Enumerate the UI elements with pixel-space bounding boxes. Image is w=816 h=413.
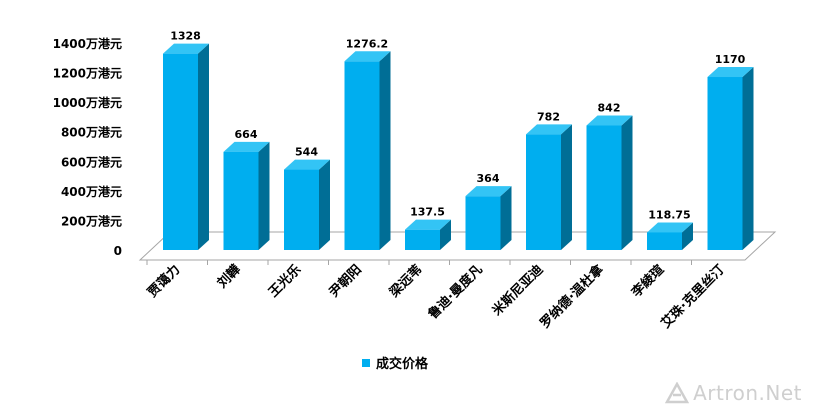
y-axis: 0 200万港元 400万港元 600万港元 800万港元 1000万港元 1200万港元 1… xyxy=(53,36,122,258)
bar-top xyxy=(647,222,693,233)
bar-side xyxy=(500,186,512,250)
legend: 成交价格 xyxy=(362,353,428,372)
bar-top xyxy=(465,186,512,197)
bar-top xyxy=(707,67,754,78)
x-tick-label: 王光乐 xyxy=(265,262,304,301)
artron-logo-icon xyxy=(665,382,690,404)
data-label: 782 xyxy=(537,110,560,123)
y-tick-label: 400万港元 xyxy=(61,184,122,199)
y-tick-label: 1400万港元 xyxy=(53,36,122,51)
bar-front xyxy=(465,196,501,250)
bar-front xyxy=(344,61,380,250)
bar-side xyxy=(319,159,330,250)
data-label: 364 xyxy=(477,172,500,185)
data-label: 137.5 xyxy=(410,206,445,219)
bar-front xyxy=(405,229,440,250)
y-tick-label: 800万港元 xyxy=(61,125,122,140)
bar xyxy=(465,186,512,250)
data-label: 1170 xyxy=(715,53,746,66)
bar-side xyxy=(561,124,572,250)
bar-side xyxy=(440,219,451,250)
bar-top xyxy=(526,124,572,135)
data-label: 1276.2 xyxy=(346,37,388,50)
y-tick-label: 0 xyxy=(114,244,122,258)
x-tick-label: 尹朝阳 xyxy=(326,262,365,301)
bar-front xyxy=(163,53,198,250)
bar xyxy=(284,159,330,250)
bar-front xyxy=(707,77,743,250)
bars: 1328 664 544 1276.2 137.5 364 782 842 118.75 1170 xyxy=(163,30,754,250)
x-tick-label: 贾蔼力 xyxy=(144,262,183,301)
bar-top xyxy=(284,159,330,170)
bar xyxy=(647,222,693,250)
bar-front xyxy=(526,134,561,250)
data-label: 544 xyxy=(295,146,318,159)
data-label: 118.75 xyxy=(648,208,690,221)
y-tick-label: 200万港元 xyxy=(61,213,122,228)
y-tick-label: 1200万港元 xyxy=(53,66,122,81)
watermark: Artron.Net xyxy=(665,381,802,405)
bar-top xyxy=(405,219,451,230)
bar-front xyxy=(647,232,682,250)
y-tick-label: 1000万港元 xyxy=(53,95,122,110)
bar xyxy=(526,124,572,250)
x-tick-label: 艾珠·克里丝汀 xyxy=(658,262,728,332)
bar xyxy=(223,141,270,250)
bar-top xyxy=(163,43,209,54)
y-tick-label: 600万港元 xyxy=(61,154,122,169)
bar-front xyxy=(586,125,622,250)
bar xyxy=(707,67,754,250)
bar xyxy=(344,51,391,250)
bar-top xyxy=(344,51,391,62)
x-tick-label: 罗纳德·温杜拿 xyxy=(537,261,608,332)
x-tick-label: 米斯尼亚迪 xyxy=(489,262,546,319)
watermark-text: Artron.Net xyxy=(693,381,802,405)
bar xyxy=(405,219,451,250)
bar xyxy=(586,115,633,250)
x-tick-label: 梁远苇 xyxy=(386,262,426,302)
data-label: 664 xyxy=(235,128,258,141)
legend-label: 成交价格 xyxy=(376,357,429,372)
bar-top xyxy=(586,115,633,126)
bar-side xyxy=(379,51,391,250)
bar-top xyxy=(223,141,270,152)
bar-side xyxy=(742,67,754,250)
bar-side xyxy=(682,222,693,250)
x-tick-label: 鲁迪·曼度凡 xyxy=(425,262,486,323)
bar-side xyxy=(621,115,633,250)
data-label: 1328 xyxy=(170,30,201,43)
bar-front xyxy=(223,151,259,250)
legend-swatch xyxy=(362,358,370,367)
x-tick-label: 刘韡 xyxy=(214,262,244,292)
bar-front xyxy=(284,169,319,250)
x-tick-label: 李綾瑄 xyxy=(628,262,668,302)
bar-side xyxy=(198,43,209,250)
data-label: 842 xyxy=(598,102,621,115)
bar xyxy=(163,43,209,250)
bar-side xyxy=(258,141,270,250)
